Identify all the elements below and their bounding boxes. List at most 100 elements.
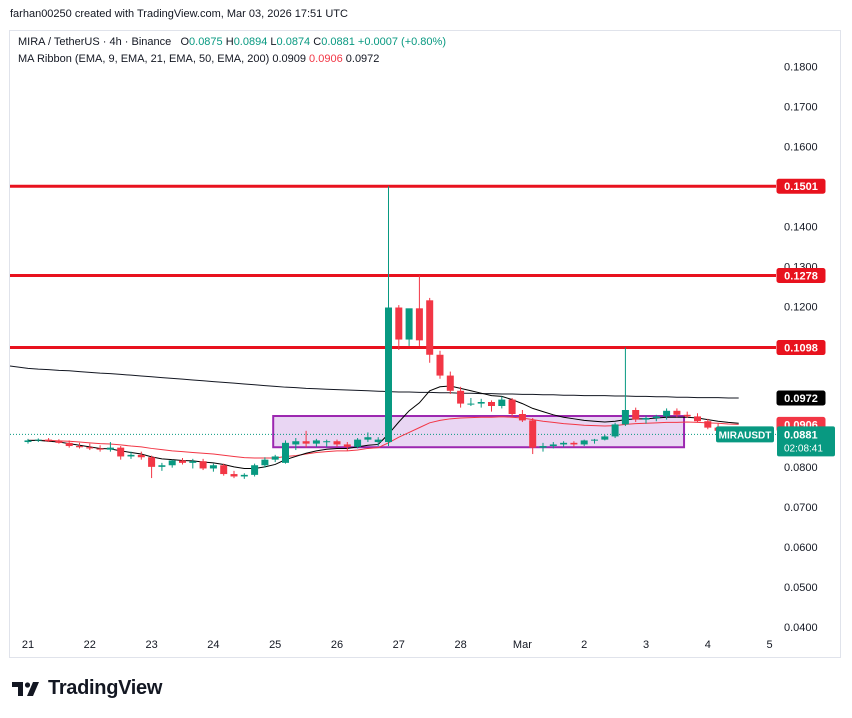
ema-badge-bg [776, 390, 826, 406]
price-tick-label: 0.0400 [784, 622, 818, 634]
candle-up [477, 401, 485, 404]
candle-up [34, 439, 42, 441]
candle-up [621, 410, 629, 425]
candle-down [529, 420, 537, 448]
candle-up [323, 441, 331, 443]
high-value: 0.0894 [233, 36, 268, 48]
symbol-tag: MIRAUSDT [719, 430, 772, 441]
current-price-label: 0.0881 [784, 429, 818, 441]
candle-up [385, 307, 392, 443]
open-label: O [180, 36, 190, 48]
candle-down [518, 414, 526, 421]
time-tick-label: 23 [145, 639, 157, 651]
time-tick-label: 25 [269, 639, 281, 651]
ma2-value: 0.0906 [309, 53, 343, 65]
candle-up [580, 440, 588, 445]
price-tick-label: 0.1700 [784, 102, 818, 114]
time-tick-label: 22 [84, 639, 96, 651]
candle-down [148, 457, 156, 467]
level-badge: 0.1098 [784, 343, 818, 355]
candle-up [591, 439, 598, 441]
candle-up [652, 416, 660, 419]
candle-up [261, 459, 269, 466]
candle-up [251, 465, 259, 475]
low-value: 0.0874 [276, 36, 311, 48]
candle-down [117, 447, 125, 457]
candle-up [158, 465, 166, 467]
time-tick-label: 5 [767, 639, 773, 651]
candle-down [415, 308, 423, 341]
chart-frame [9, 30, 841, 658]
candle-down [45, 439, 53, 442]
candle-down [488, 401, 495, 407]
price-tick-label: 0.0600 [784, 542, 818, 554]
candle-down [395, 307, 403, 340]
ma3-value: 0.0972 [345, 53, 380, 65]
brand-name: TradingView [48, 677, 163, 699]
symbol-name[interactable]: MIRA / TetherUS · 4h · Binance [18, 36, 172, 48]
close-label: C [313, 36, 322, 48]
candle-up [189, 461, 197, 463]
tradingview-logo[interactable]: TradingView [12, 677, 162, 700]
candle-up [560, 442, 568, 445]
candle-up [209, 465, 217, 469]
symbol-legend: MIRA / TetherUS · 4h · Binance O0.0875 H… [18, 36, 446, 48]
time-tick-label: 27 [393, 639, 405, 651]
candle-down [333, 441, 341, 445]
high-label: H [225, 36, 234, 48]
candle-down [673, 410, 681, 415]
candle-up [642, 418, 650, 420]
candle-down [65, 442, 73, 447]
candle-down [694, 416, 701, 422]
symbol-tag-bg [716, 426, 774, 443]
open-value: 0.0875 [189, 36, 223, 48]
candle-up [601, 436, 609, 440]
candle-down [302, 441, 310, 444]
candle-up [498, 399, 506, 407]
ema-200-line [9, 365, 739, 399]
level-badge: 0.1501 [784, 181, 818, 193]
indicator-name[interactable]: MA Ribbon (EMA, 9, EMA, 21, EMA, 50, EMA… [18, 53, 270, 65]
countdown-label: 02:08:41 [784, 443, 823, 454]
candle-down [76, 446, 83, 448]
candle-down [683, 414, 691, 417]
candle-up [467, 403, 475, 405]
candle-up [364, 437, 372, 440]
candle-up [282, 442, 289, 463]
candle-down [436, 354, 444, 376]
current-price-badge-bg [777, 426, 835, 457]
ma1-value: 0.0909 [272, 53, 306, 65]
time-tick-label: 28 [454, 639, 466, 651]
level-badge-bg [776, 340, 826, 356]
candle-down [570, 442, 578, 445]
candle-down [704, 421, 712, 428]
candle-up [663, 410, 671, 417]
ema-badge: 0.0972 [784, 393, 818, 405]
candle-down [508, 399, 516, 415]
time-tick-label: 3 [643, 639, 649, 651]
tradingview-logo-icon [12, 681, 39, 696]
candle-down [96, 448, 104, 450]
candle-up [374, 439, 382, 443]
ema-long-line [28, 416, 739, 459]
price-tick-label: 0.1600 [784, 142, 818, 154]
price-tick-label: 0.1400 [784, 222, 818, 234]
candle-up [539, 446, 547, 448]
candle-down [632, 410, 640, 420]
candle-down [179, 460, 186, 463]
candle-up [106, 447, 114, 450]
time-tick-label: 21 [22, 639, 34, 651]
price-tick-label: 0.1200 [784, 302, 818, 314]
close-value: 0.0881 [321, 36, 355, 48]
candle-up [168, 460, 176, 466]
candle-down [446, 375, 454, 391]
chart-attribution: farhan00250 created with TradingView.com… [10, 8, 348, 20]
candle-down [55, 441, 63, 443]
change-value: +0.0007 (+0.80%) [357, 36, 446, 48]
level-badge: 0.1278 [784, 270, 818, 282]
price-tick-label: 0.0500 [784, 582, 818, 594]
time-tick-label: 4 [705, 639, 711, 651]
candle-up [405, 308, 413, 340]
time-tick-label: Mar [513, 639, 532, 651]
